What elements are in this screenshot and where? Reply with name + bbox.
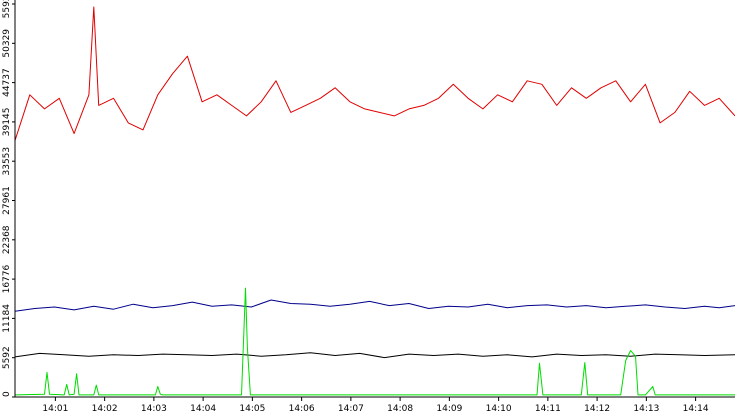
x-tick-label: 14:11 [535,404,561,414]
x-tick-label: 14:13 [633,404,659,414]
x-tick-label: 14:05 [239,404,265,414]
x-tick-label: 14:14 [683,404,709,414]
x-tick-label: 14:06 [289,404,315,414]
y-tick-label: 50329 [2,29,12,58]
series-line-1 [14,6,735,141]
y-tick-label: 55922 [2,0,12,18]
y-tick-label: 44737 [2,68,12,97]
y-tick-label: 33553 [2,147,12,176]
x-tick-label: 14:01 [42,404,68,414]
series-line-4 [14,287,735,396]
x-tick-label: 14:08 [387,404,413,414]
axes-layer [14,0,735,398]
y-tick-label: 11184 [2,304,12,333]
x-tick-label: 14:09 [436,404,462,414]
y-tick-label: 39145 [2,108,12,137]
y-tick-label: 0 [2,391,12,397]
x-tick-label: 14:07 [338,404,364,414]
x-tick-label: 14:03 [141,404,167,414]
series-layer [14,6,735,396]
series-line-2 [14,299,735,312]
series-line-3 [14,352,735,359]
x-tick-label: 14:04 [190,404,216,414]
y-tick-label: 16776 [2,265,12,294]
y-tick-label: 22368 [2,225,12,254]
y-tick-label: 27961 [2,186,12,215]
y-tick-label: 5592 [2,346,12,369]
x-tick-label: 14:12 [584,404,610,414]
plot-background [15,0,735,397]
x-tick-label: 14:10 [486,404,512,414]
x-tick-label: 14:02 [92,404,118,414]
